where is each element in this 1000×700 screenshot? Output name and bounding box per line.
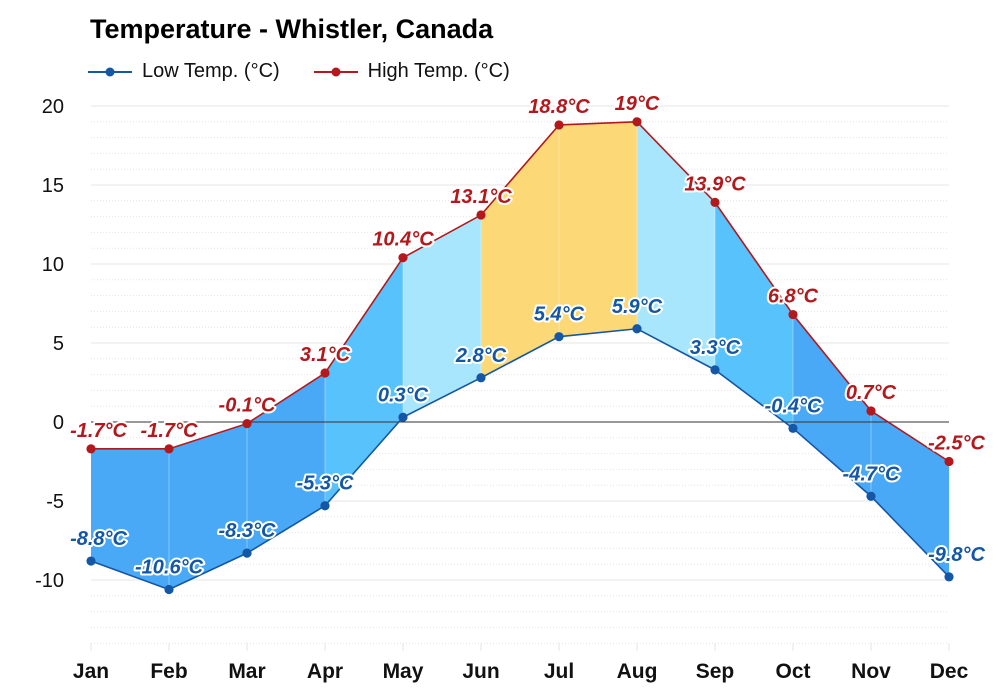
high-point-jul <box>554 120 564 130</box>
low-label-aug: 5.9°C <box>612 296 663 318</box>
high-temp-line <box>91 120 950 463</box>
range-band-sep <box>715 202 793 429</box>
y-tick-label: 20 <box>42 96 64 118</box>
legend-item-low[interactable]: Low Temp. (°C) <box>88 60 280 83</box>
x-tick-label-mar: Mar <box>228 660 265 683</box>
high-point-nov <box>866 406 876 416</box>
low-label-dec: -9.8°C <box>928 544 985 566</box>
low-label-jan: -8.8°C <box>70 528 127 550</box>
high-label-dec: -2.5°C <box>928 433 985 455</box>
legend: Low Temp. (°C) High Temp. (°C) <box>88 60 510 83</box>
range-band-jan <box>91 448 169 590</box>
x-tick-label-jun: Jun <box>462 660 499 683</box>
low-temp-line <box>90 327 950 591</box>
high-point-oct <box>788 309 798 320</box>
low-label-jun: 2.8°C <box>455 345 507 367</box>
legend-line-high-icon <box>313 67 358 76</box>
range-band-jul <box>559 121 637 337</box>
high-label-jan: -1.7°C <box>70 420 127 442</box>
range-band-may <box>403 215 481 418</box>
high-label-jun: 13.1°C <box>450 186 512 208</box>
y-tick-label: 0 <box>53 412 64 434</box>
low-label-nov: -4.7°C <box>843 463 900 485</box>
low-label-mar: -8.3°C <box>219 520 276 542</box>
x-tick-label-dec: Dec <box>930 660 969 683</box>
low-point-may <box>398 412 408 422</box>
high-point-aug <box>632 117 642 127</box>
low-point-sep <box>710 365 720 375</box>
data-labels: -8.8°C -10.6°C -8.3°C -5.3°C 0.3°C 2.8°C 5.4°C… <box>68 91 987 581</box>
range-band-oct <box>793 314 871 497</box>
y-tick-label: 10 <box>42 254 64 276</box>
low-point-jul <box>554 332 564 342</box>
x-tick-label-may: May <box>383 660 424 683</box>
x-tick-label-apr: Apr <box>307 660 343 683</box>
high-label-mar: -0.1°C <box>219 395 276 417</box>
low-label-sep: 3.3°C <box>690 337 741 359</box>
range-band-aug <box>637 121 715 370</box>
high-point-dec <box>944 456 954 467</box>
series-lines <box>90 120 950 591</box>
x-tick-label-jul: Jul <box>544 660 574 683</box>
low-point-jun <box>476 373 486 383</box>
y-tick-label: -10 <box>35 570 64 592</box>
x-tick-label-feb: Feb <box>150 660 187 683</box>
high-label-nov: 0.7°C <box>846 382 897 404</box>
x-tick-label-oct: Oct <box>775 660 810 683</box>
high-label-oct: 6.8°C <box>768 286 819 308</box>
low-point-mar <box>242 548 252 558</box>
legend-label-low: Low Temp. (°C) <box>142 60 280 82</box>
range-band-apr <box>325 257 403 506</box>
x-tick-label-sep: Sep <box>696 660 735 683</box>
y-tick-label: 15 <box>42 175 64 197</box>
axis-labels: 20 15 10 5 0 -5 -10 Jan Feb Mar Apr May Jun Jul Aug Sep… <box>35 96 968 683</box>
high-label-feb: -1.7°C <box>141 420 198 442</box>
high-point-may <box>398 253 408 263</box>
range-band-feb <box>169 423 247 590</box>
high-label-sep: 13.9°C <box>684 173 746 195</box>
legend-line-low-icon <box>88 67 132 76</box>
low-point-dec <box>944 572 954 582</box>
high-point-feb <box>164 444 174 454</box>
high-point-jun <box>476 210 486 220</box>
chart-title: Temperature - Whistler, Canada <box>90 14 494 44</box>
high-label-may: 10.4°C <box>372 229 434 251</box>
low-point-apr <box>320 501 330 511</box>
high-label-jul: 18.8°C <box>528 96 590 118</box>
low-point-jan <box>86 556 96 566</box>
low-label-oct: -0.4°C <box>765 395 822 417</box>
high-label-aug: 19°C <box>615 93 660 115</box>
x-tick-label-jan: Jan <box>73 660 109 683</box>
low-point-nov <box>866 491 876 501</box>
high-point-mar <box>242 418 252 429</box>
high-point-jan <box>86 444 96 454</box>
high-label-apr: 3.1°C <box>300 344 351 366</box>
range-band-jun <box>481 124 559 378</box>
range-bands <box>91 121 949 590</box>
range-band-nov <box>871 410 949 577</box>
x-tick-label-nov: Nov <box>851 660 891 683</box>
low-point-oct <box>788 423 798 433</box>
low-label-apr: -5.3°C <box>297 473 354 495</box>
low-label-feb: -10.6°C <box>135 556 204 578</box>
legend-item-high[interactable]: High Temp. (°C) <box>313 60 510 83</box>
legend-label-high: High Temp. (°C) <box>367 60 510 82</box>
range-band-mar <box>247 373 325 554</box>
series-points <box>86 117 954 595</box>
high-point-apr <box>320 368 330 378</box>
low-label-may: 0.3°C <box>378 384 429 406</box>
low-label-jul: 5.4°C <box>534 304 585 326</box>
x-tick-label-aug: Aug <box>617 660 658 683</box>
y-tick-label: -5 <box>46 491 64 513</box>
high-point-sep <box>710 197 720 207</box>
low-point-aug <box>632 324 642 334</box>
y-tick-label: 5 <box>53 333 64 355</box>
low-point-feb <box>164 584 174 595</box>
